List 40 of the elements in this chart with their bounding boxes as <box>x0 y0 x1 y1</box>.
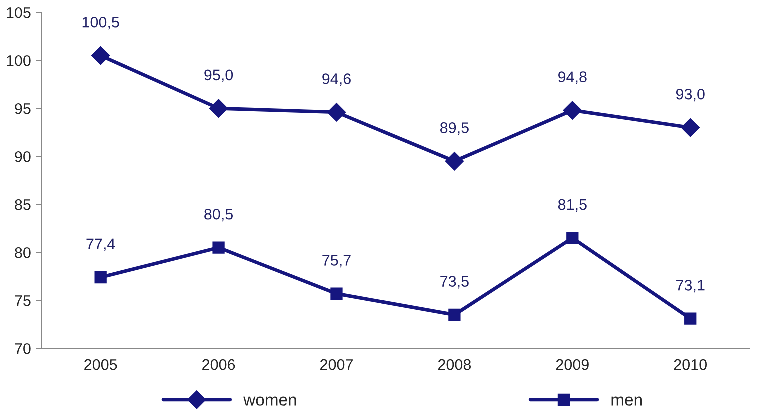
x-tick-label: 2005 <box>84 359 118 370</box>
x-tick-label: 2010 <box>674 359 708 370</box>
point <box>212 242 225 254</box>
y-tick-label: 90 <box>15 151 31 162</box>
point <box>330 288 343 300</box>
legend-label: women <box>244 396 296 406</box>
point <box>681 118 700 138</box>
x-tick-label: 2008 <box>438 359 472 370</box>
legend-label: men <box>612 396 642 406</box>
y-tick-label: 75 <box>15 296 31 306</box>
data-label: 89,5 <box>440 122 469 136</box>
data-label: 94,6 <box>322 74 351 86</box>
point <box>448 308 461 322</box>
point <box>563 101 582 120</box>
data-label: 73,1 <box>676 280 705 293</box>
data-label: 100,5 <box>82 16 120 30</box>
data-label: 95,0 <box>204 70 234 82</box>
point <box>445 152 464 171</box>
data-label: 93,0 <box>676 88 705 102</box>
y-tick-label: 80 <box>15 247 31 258</box>
y-tick-label: 100 <box>7 55 31 66</box>
point <box>327 103 346 122</box>
data-label: 75,7 <box>322 255 351 268</box>
point <box>684 312 697 325</box>
data-label: 80,5 <box>204 208 234 222</box>
data-label: 94,8 <box>558 72 587 84</box>
y-tick-label: 105 <box>7 7 31 18</box>
x-tick-label: 2006 <box>202 359 236 370</box>
x-tick-label: 2009 <box>556 359 589 370</box>
point <box>566 232 579 244</box>
y-tick-label: 85 <box>15 199 31 210</box>
data-label: 73,5 <box>440 276 469 289</box>
data-label: 77,4 <box>86 238 116 252</box>
point <box>91 46 110 66</box>
y-tick-label: 70 <box>15 343 31 354</box>
point <box>209 99 228 118</box>
data-label: 81,5 <box>558 199 587 212</box>
point <box>94 271 107 284</box>
x-tick-label: 2007 <box>320 359 353 370</box>
y-tick-label: 95 <box>15 103 31 114</box>
